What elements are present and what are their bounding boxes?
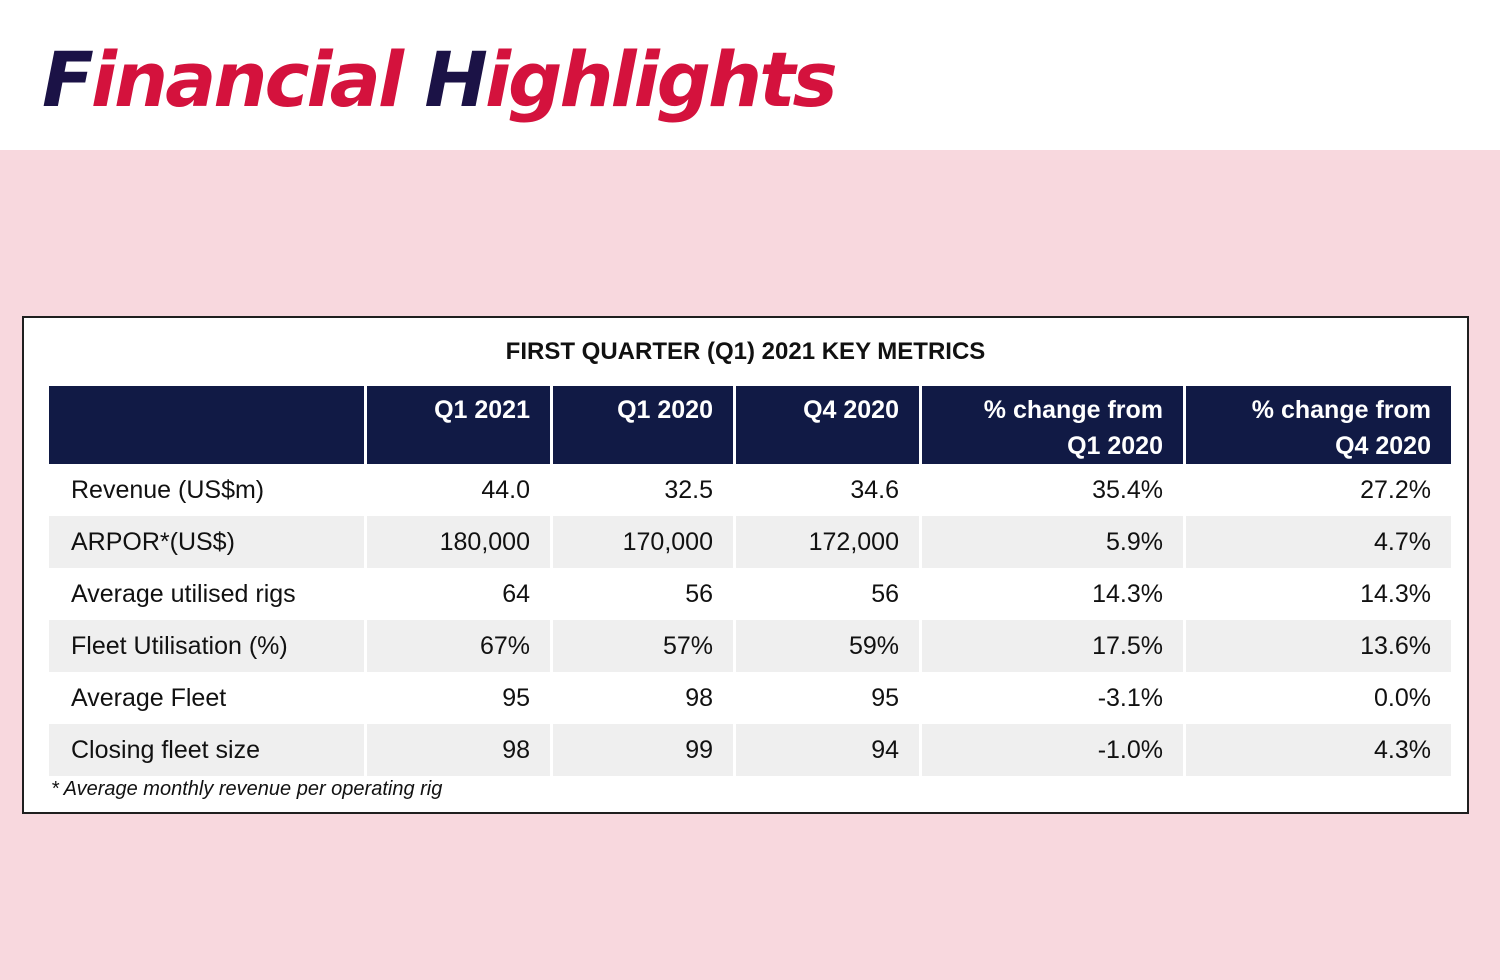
table-cell: 14.3% [1360,579,1431,608]
table-cell: 35.4% [922,464,1186,516]
table-cell: 56 [553,568,736,620]
row-label: ARPOR*(US$) [49,516,367,568]
table-cell: 56 [736,568,922,620]
table-title: FIRST QUARTER (Q1) 2021 KEY METRICS [505,338,986,365]
header-cell-change-from-q4-2020: % change from Q4 2020 [1186,386,1451,464]
header-cell-q1-2020: Q1 2020 [553,386,736,464]
table-cell: 4.3% [1186,724,1451,776]
table-cell: 99 [553,724,736,776]
table-cell: 44.0 [367,464,553,516]
table-cell: 180,000 [367,516,553,568]
table-cell: 59% [736,620,922,672]
row-label: Average utilised rigs [49,568,367,620]
row-label: Closing fleet size [49,724,367,776]
header-cell-change-from-q1-2020: % change from Q1 2020 [922,386,1186,464]
table-cell: 170,000 [553,516,736,568]
title-band: Financial Highlights [0,0,1500,150]
table-cell: 64 [367,568,553,620]
table-cell: 98 [367,724,553,776]
table-cell: -3.1% [922,672,1186,724]
title-initial-f: F [42,35,94,124]
row-label: Average Fleet [49,672,367,724]
table-cell: 95 [367,672,553,724]
title-word-highlights: ighlights [484,35,838,124]
table-cell: 14.3% [922,568,1186,620]
table-row: Revenue (US$m) 44.0 32.5 34.6 35.4% 27.2… [49,464,1451,516]
footnote: * Average monthly revenue per operating … [51,778,443,800]
table-cell: 94 [736,724,922,776]
key-metrics-card: FIRST QUARTER (Q1) 2021 KEY METRICS Q1 2… [22,316,1469,814]
table-cell: 172,000 [736,516,922,568]
table-row: Average Fleet 95 98 95 -3.1% 0.0% [49,672,1451,724]
table-header-row: Q1 2021 Q1 2020 Q4 2020 % change from Q1 … [49,386,1451,464]
table-cell: 0.0% [1374,683,1431,712]
row-label: Revenue (US$m) [49,464,367,516]
table-cell: 98 [553,672,736,724]
header-cell-q4-2020: Q4 2020 [736,386,922,464]
table-row: Average utilised rigs 64 56 56 14.3% 14.… [49,568,1451,620]
key-metrics-table: Q1 2021 Q1 2020 Q4 2020 % change from Q1 … [49,386,1451,776]
table-row: Fleet Utilisation (%) 67% 57% 59% 17.5% … [49,620,1451,672]
row-label: Fleet Utilisation (%) [49,620,367,672]
table-cell: 5.9% [922,516,1186,568]
table-cell: 4.7% [1186,516,1451,568]
table-cell: 95 [736,672,922,724]
table-cell: 67% [367,620,553,672]
table-row: Closing fleet size 98 99 94 -1.0% 4.3% [49,724,1451,776]
table-cell: 17.5% [922,620,1186,672]
header-cell-metric [49,386,367,464]
table-cell: -1.0% [922,724,1186,776]
table-cell: 57% [553,620,736,672]
header-cell-q1-2021: Q1 2021 [367,386,553,464]
table-cell: 27.2% [1360,475,1431,504]
table-cell: 34.6 [736,464,922,516]
page-title: Financial Highlights [42,42,838,118]
title-word-financial: inancial [90,35,404,124]
title-initial-h: H [424,35,488,124]
table-cell: 13.6% [1186,620,1451,672]
table-row: ARPOR*(US$) 180,000 170,000 172,000 5.9%… [49,516,1451,568]
table-cell: 32.5 [553,464,736,516]
